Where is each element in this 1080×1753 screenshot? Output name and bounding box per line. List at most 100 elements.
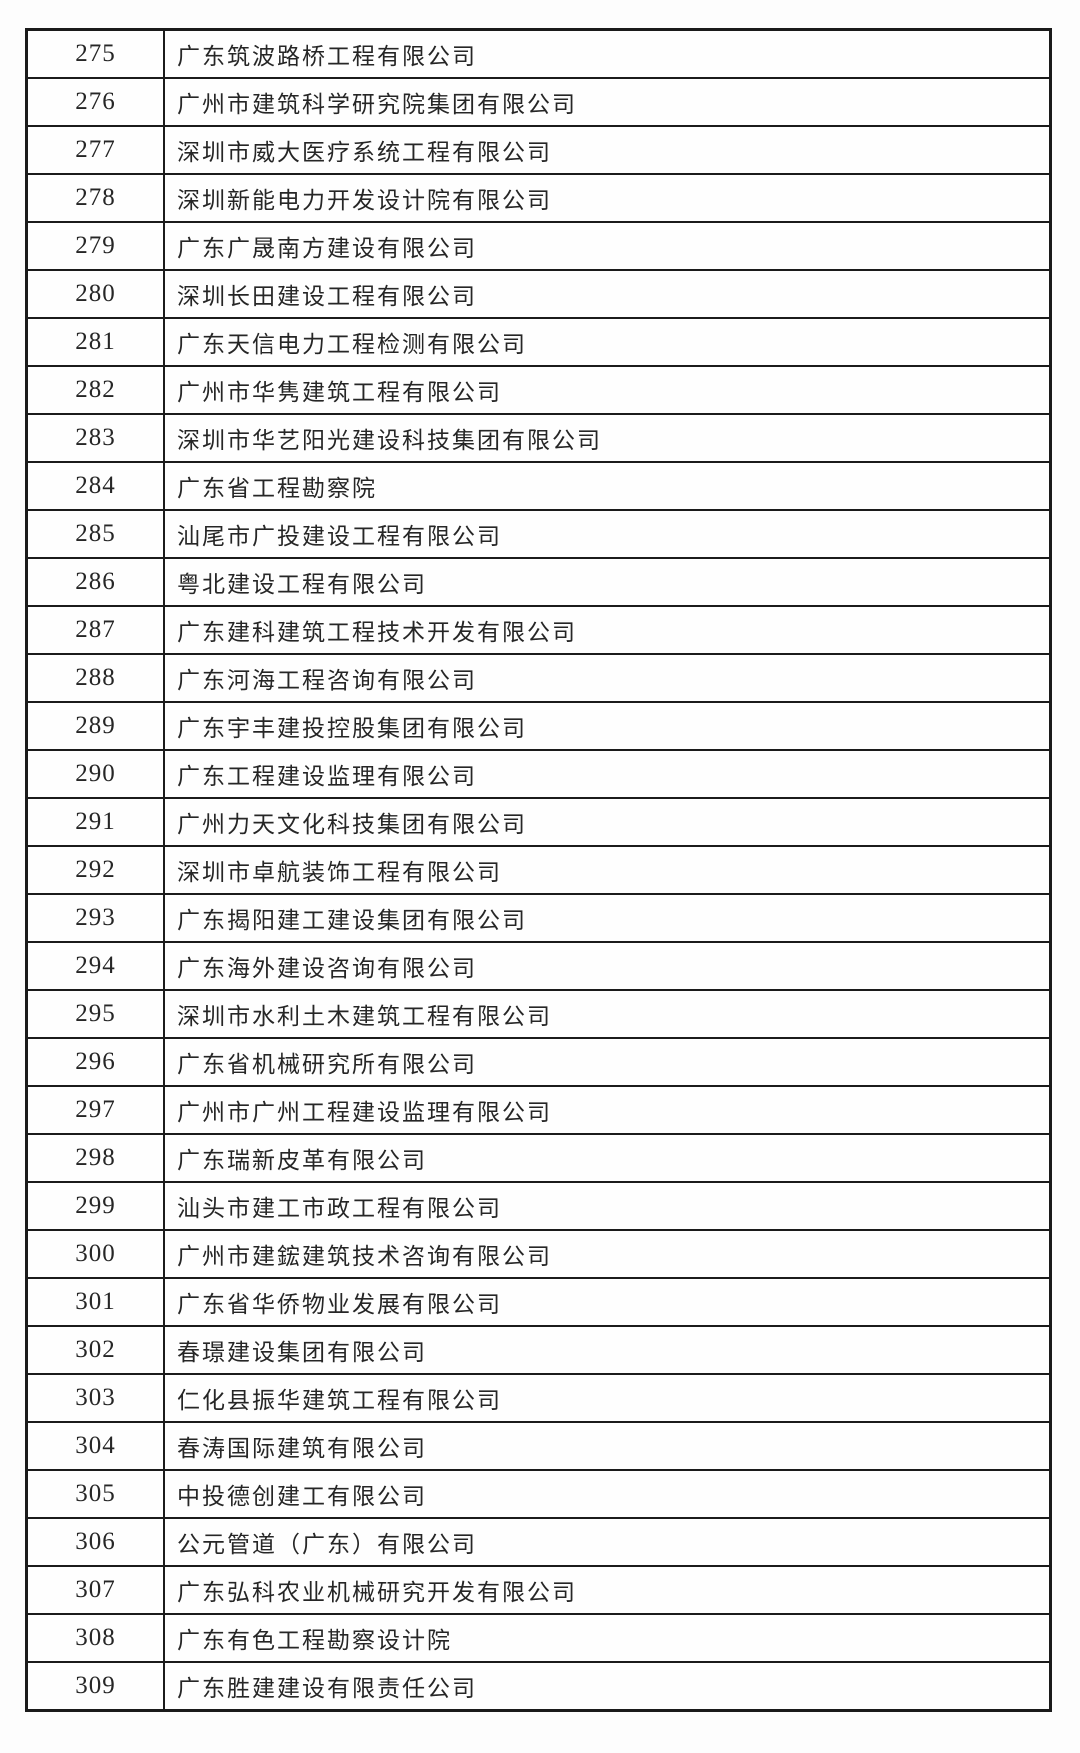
table-row: 309 广东胜建建设有限责任公司 — [25, 1661, 1052, 1712]
table-row: 300 广州市建鋐建筑技术咨询有限公司 — [25, 1229, 1052, 1279]
company-name: 广东宇丰建投控股集团有限公司 — [163, 701, 1052, 751]
company-name: 深圳市水利土木建筑工程有限公司 — [163, 989, 1052, 1039]
company-table-body: 275 广东筑波路桥工程有限公司 276 广州市建筑科学研究院集团有限公司 27… — [25, 28, 1052, 1712]
row-number: 294 — [25, 941, 165, 991]
table-row: 280 深圳长田建设工程有限公司 — [25, 269, 1052, 319]
row-number: 291 — [25, 797, 165, 847]
company-name: 广东揭阳建工建设集团有限公司 — [163, 893, 1052, 943]
table-row: 307 广东弘科农业机械研究开发有限公司 — [25, 1565, 1052, 1615]
company-name: 春涛国际建筑有限公司 — [163, 1421, 1052, 1471]
company-name: 广东胜建建设有限责任公司 — [163, 1661, 1052, 1712]
company-name: 公元管道（广东）有限公司 — [163, 1517, 1052, 1567]
company-name: 深圳长田建设工程有限公司 — [163, 269, 1052, 319]
table-row: 285 汕尾市广投建设工程有限公司 — [25, 509, 1052, 559]
row-number: 292 — [25, 845, 165, 895]
company-name: 广东瑞新皮革有限公司 — [163, 1133, 1052, 1183]
table-row: 275 广东筑波路桥工程有限公司 — [25, 28, 1052, 79]
company-name: 广东河海工程咨询有限公司 — [163, 653, 1052, 703]
table-row: 289 广东宇丰建投控股集团有限公司 — [25, 701, 1052, 751]
table-row: 301 广东省华侨物业发展有限公司 — [25, 1277, 1052, 1327]
row-number: 304 — [25, 1421, 165, 1471]
company-name: 汕头市建工市政工程有限公司 — [163, 1181, 1052, 1231]
table-row: 308 广东有色工程勘察设计院 — [25, 1613, 1052, 1663]
table-row: 302 春璟建设集团有限公司 — [25, 1325, 1052, 1375]
company-name: 广东省机械研究所有限公司 — [163, 1037, 1052, 1087]
table-row: 295 深圳市水利土木建筑工程有限公司 — [25, 989, 1052, 1039]
company-name: 广东有色工程勘察设计院 — [163, 1613, 1052, 1663]
row-number: 309 — [25, 1661, 165, 1712]
company-name: 广东广晟南方建设有限公司 — [163, 221, 1052, 271]
row-number: 307 — [25, 1565, 165, 1615]
table-row: 288 广东河海工程咨询有限公司 — [25, 653, 1052, 703]
table-row: 294 广东海外建设咨询有限公司 — [25, 941, 1052, 991]
row-number: 295 — [25, 989, 165, 1039]
row-number: 278 — [25, 173, 165, 223]
row-number: 277 — [25, 125, 165, 175]
row-number: 287 — [25, 605, 165, 655]
row-number: 276 — [25, 77, 165, 127]
table-row: 297 广州市广州工程建设监理有限公司 — [25, 1085, 1052, 1135]
table-row: 283 深圳市华艺阳光建设科技集团有限公司 — [25, 413, 1052, 463]
company-name: 广州市广州工程建设监理有限公司 — [163, 1085, 1052, 1135]
row-number: 285 — [25, 509, 165, 559]
row-number: 280 — [25, 269, 165, 319]
row-number: 298 — [25, 1133, 165, 1183]
row-number: 283 — [25, 413, 165, 463]
table-row: 279 广东广晟南方建设有限公司 — [25, 221, 1052, 271]
company-name: 春璟建设集团有限公司 — [163, 1325, 1052, 1375]
table-row: 296 广东省机械研究所有限公司 — [25, 1037, 1052, 1087]
company-name: 粤北建设工程有限公司 — [163, 557, 1052, 607]
row-number: 300 — [25, 1229, 165, 1279]
row-number: 303 — [25, 1373, 165, 1423]
row-number: 305 — [25, 1469, 165, 1519]
company-name: 广东建科建筑工程技术开发有限公司 — [163, 605, 1052, 655]
table-row: 292 深圳市卓航装饰工程有限公司 — [25, 845, 1052, 895]
company-name: 广东天信电力工程检测有限公司 — [163, 317, 1052, 367]
company-name: 广东海外建设咨询有限公司 — [163, 941, 1052, 991]
company-name: 汕尾市广投建设工程有限公司 — [163, 509, 1052, 559]
row-number: 275 — [25, 28, 165, 79]
row-number: 297 — [25, 1085, 165, 1135]
row-number: 288 — [25, 653, 165, 703]
row-number: 306 — [25, 1517, 165, 1567]
table-row: 306 公元管道（广东）有限公司 — [25, 1517, 1052, 1567]
row-number: 290 — [25, 749, 165, 799]
company-name: 广州市建筑科学研究院集团有限公司 — [163, 77, 1052, 127]
table-row: 281 广东天信电力工程检测有限公司 — [25, 317, 1052, 367]
company-name: 广东工程建设监理有限公司 — [163, 749, 1052, 799]
table-row: 303 仁化县振华建筑工程有限公司 — [25, 1373, 1052, 1423]
row-number: 293 — [25, 893, 165, 943]
row-number: 299 — [25, 1181, 165, 1231]
table-row: 305 中投德创建工有限公司 — [25, 1469, 1052, 1519]
company-name: 深圳市卓航装饰工程有限公司 — [163, 845, 1052, 895]
table-row: 276 广州市建筑科学研究院集团有限公司 — [25, 77, 1052, 127]
row-number: 286 — [25, 557, 165, 607]
company-name: 广州力天文化科技集团有限公司 — [163, 797, 1052, 847]
table-row: 291 广州力天文化科技集团有限公司 — [25, 797, 1052, 847]
company-name: 广东省华侨物业发展有限公司 — [163, 1277, 1052, 1327]
row-number: 302 — [25, 1325, 165, 1375]
company-name: 深圳市华艺阳光建设科技集团有限公司 — [163, 413, 1052, 463]
company-name: 广东筑波路桥工程有限公司 — [163, 28, 1052, 79]
table-row: 282 广州市华隽建筑工程有限公司 — [25, 365, 1052, 415]
table-row: 304 春涛国际建筑有限公司 — [25, 1421, 1052, 1471]
table-row: 298 广东瑞新皮革有限公司 — [25, 1133, 1052, 1183]
company-table: 275 广东筑波路桥工程有限公司 276 广州市建筑科学研究院集团有限公司 27… — [25, 28, 1052, 1712]
row-number: 301 — [25, 1277, 165, 1327]
company-name: 广东省工程勘察院 — [163, 461, 1052, 511]
company-name: 中投德创建工有限公司 — [163, 1469, 1052, 1519]
row-number: 281 — [25, 317, 165, 367]
table-row: 287 广东建科建筑工程技术开发有限公司 — [25, 605, 1052, 655]
table-row: 284 广东省工程勘察院 — [25, 461, 1052, 511]
table-row: 286 粤北建设工程有限公司 — [25, 557, 1052, 607]
row-number: 279 — [25, 221, 165, 271]
company-name: 深圳市威大医疗系统工程有限公司 — [163, 125, 1052, 175]
company-name: 仁化县振华建筑工程有限公司 — [163, 1373, 1052, 1423]
row-number: 289 — [25, 701, 165, 751]
company-name: 广州市建鋐建筑技术咨询有限公司 — [163, 1229, 1052, 1279]
row-number: 296 — [25, 1037, 165, 1087]
table-row: 293 广东揭阳建工建设集团有限公司 — [25, 893, 1052, 943]
company-name: 深圳新能电力开发设计院有限公司 — [163, 173, 1052, 223]
table-row: 278 深圳新能电力开发设计院有限公司 — [25, 173, 1052, 223]
